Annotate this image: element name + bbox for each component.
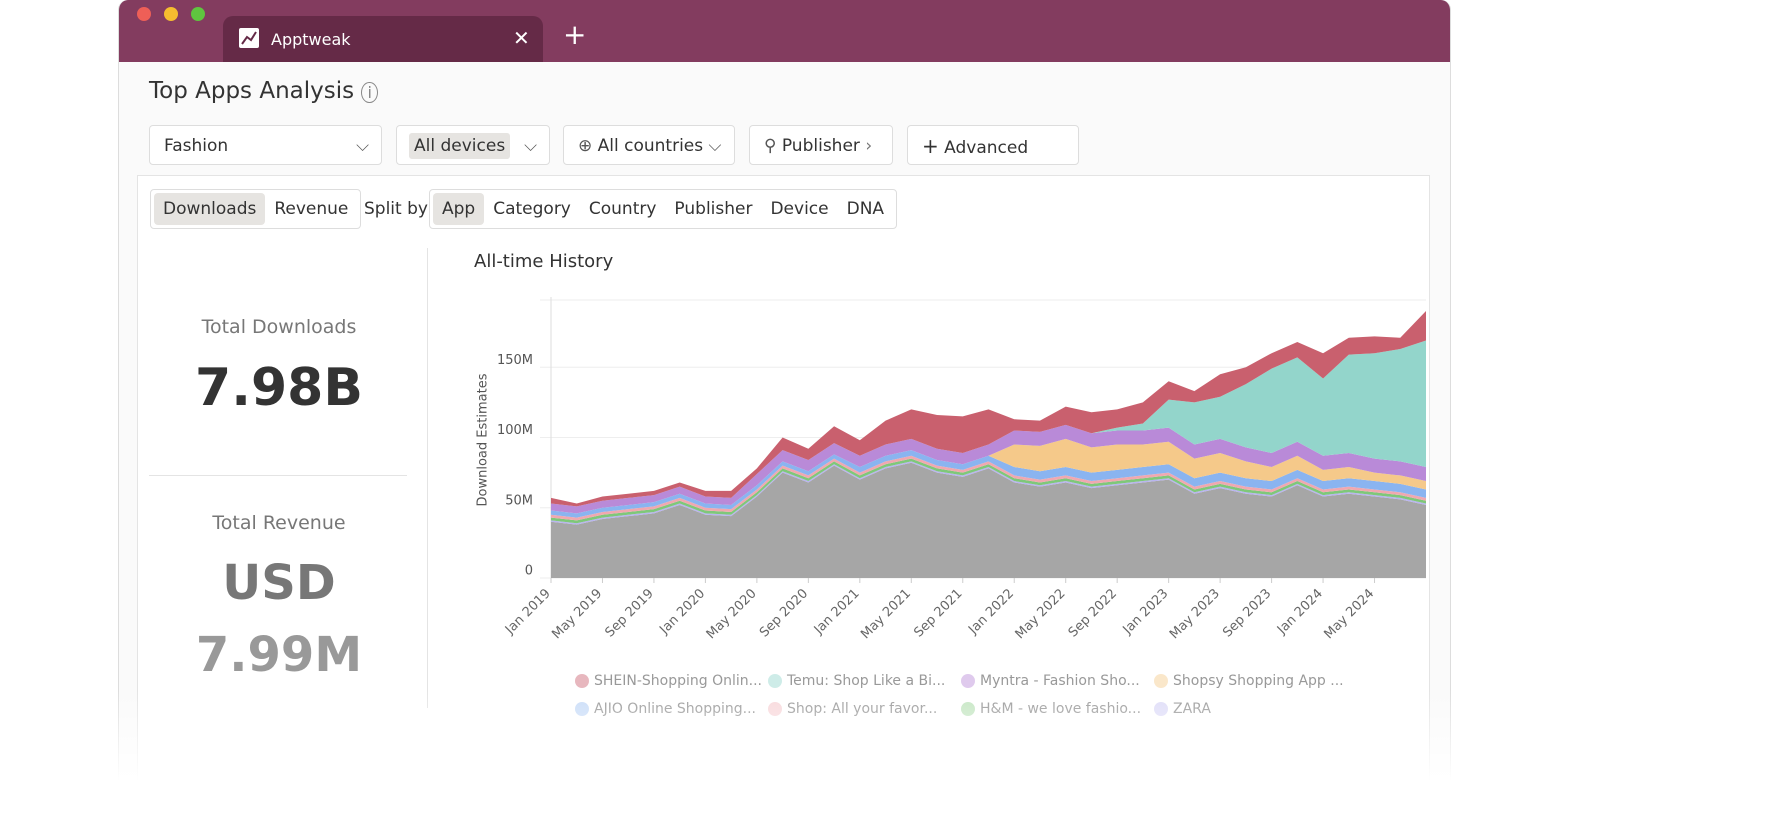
title-bar: Apptweak ✕ + bbox=[119, 0, 1450, 62]
filter-category[interactable]: Fashion ⌵ bbox=[149, 125, 382, 165]
x-tick-label: Jan 2023 bbox=[1120, 586, 1172, 638]
x-tick-label: Jan 2021 bbox=[811, 586, 863, 638]
area bbox=[551, 458, 1426, 524]
x-tick-label: May 2019 bbox=[549, 586, 605, 642]
split-option[interactable]: App bbox=[433, 193, 485, 225]
area bbox=[551, 450, 1426, 518]
x-tick-label: Sep 2019 bbox=[603, 586, 657, 640]
x-tick-label: May 2022 bbox=[1013, 586, 1069, 642]
area bbox=[551, 424, 1426, 514]
page-title-text: Top Apps Analysis bbox=[149, 78, 355, 104]
divider bbox=[427, 248, 428, 708]
filter-publisher[interactable]: ⚲ Publisher › bbox=[749, 125, 893, 165]
x-tick-label: Jan 2022 bbox=[965, 586, 1017, 638]
close-dot[interactable] bbox=[137, 7, 151, 21]
filter-text: Publisher bbox=[781, 136, 860, 156]
split-option[interactable]: Country bbox=[588, 199, 657, 219]
legend-label: Shopsy Shopping App ... bbox=[1173, 673, 1344, 689]
legend-swatch bbox=[575, 674, 589, 688]
filter-countries[interactable]: ⊕ All countries ⌵ bbox=[563, 125, 735, 165]
bottom-fade bbox=[0, 690, 1767, 820]
tab-icon bbox=[239, 28, 259, 48]
kpi-unit: USD bbox=[222, 555, 336, 611]
legend-label: Myntra - Fashion Sho... bbox=[980, 673, 1140, 689]
filter-text: All countries bbox=[597, 136, 704, 156]
new-tab[interactable]: + bbox=[563, 18, 587, 51]
split-label: Split by bbox=[364, 199, 428, 219]
x-tick-label: Sep 2020 bbox=[757, 586, 811, 640]
tab-title: Apptweak bbox=[271, 30, 351, 49]
area bbox=[551, 462, 1426, 578]
divider bbox=[149, 475, 407, 476]
y-tick-label: 50M bbox=[505, 493, 533, 508]
x-tick-label: Jan 2020 bbox=[656, 586, 708, 638]
x-tick-label: Jan 2024 bbox=[1274, 586, 1326, 638]
metric-toggle: Downloads Revenue bbox=[150, 189, 362, 229]
x-tick-label: May 2021 bbox=[858, 586, 914, 642]
page-title: Top Apps Analysis i bbox=[149, 78, 378, 104]
filter-text: Fashion bbox=[164, 136, 229, 156]
tab-close[interactable]: ✕ bbox=[513, 26, 530, 50]
split-option[interactable]: Publisher bbox=[674, 199, 753, 219]
y-axis-label: Download Estimates bbox=[476, 373, 491, 506]
x-tick-label: Jan 2019 bbox=[502, 586, 554, 638]
area bbox=[551, 340, 1426, 507]
area bbox=[551, 438, 1426, 514]
y-tick-label: 150M bbox=[497, 353, 533, 368]
kpi-value: 7.99M bbox=[195, 627, 363, 683]
metric-option[interactable]: Downloads bbox=[154, 193, 266, 225]
minimize-dot[interactable] bbox=[164, 7, 178, 21]
split-option[interactable]: Device bbox=[770, 199, 829, 219]
y-tick-label: 100M bbox=[497, 423, 533, 438]
legend-label: SHEIN-Shopping Onlin... bbox=[594, 673, 762, 689]
filter-text: All devices bbox=[409, 133, 511, 159]
split-option[interactable]: DNA bbox=[846, 199, 885, 219]
kpi-value: 7.98B bbox=[195, 358, 363, 418]
split-toggle: App Category Country Publisher Device DNA bbox=[429, 189, 898, 229]
x-tick-label: May 2020 bbox=[704, 586, 760, 642]
metric-option[interactable]: Revenue bbox=[274, 199, 349, 219]
area bbox=[551, 311, 1426, 507]
kpi-label: Total Downloads bbox=[201, 316, 357, 338]
legend-swatch bbox=[768, 674, 782, 688]
area bbox=[551, 455, 1426, 521]
legend-swatch bbox=[961, 674, 975, 688]
x-tick-label: May 2023 bbox=[1167, 586, 1223, 642]
zoom-dot[interactable] bbox=[191, 7, 205, 21]
x-tick-label: Sep 2022 bbox=[1066, 586, 1120, 640]
chart-title: All-time History bbox=[474, 251, 614, 272]
legend-swatch bbox=[1154, 674, 1168, 688]
tab[interactable]: Apptweak ✕ bbox=[223, 16, 543, 62]
x-tick-label: Sep 2021 bbox=[911, 586, 965, 640]
y-tick-label: 0 bbox=[525, 564, 533, 579]
area bbox=[551, 461, 1426, 525]
kpi-label: Total Revenue bbox=[212, 512, 346, 534]
filter-devices[interactable]: All devices ⌵ bbox=[396, 125, 550, 165]
split-option[interactable]: Category bbox=[493, 199, 571, 219]
x-tick-label: Sep 2023 bbox=[1220, 586, 1274, 640]
legend-label: Temu: Shop Like a Bi... bbox=[786, 673, 945, 689]
x-tick-label: May 2024 bbox=[1321, 586, 1377, 642]
